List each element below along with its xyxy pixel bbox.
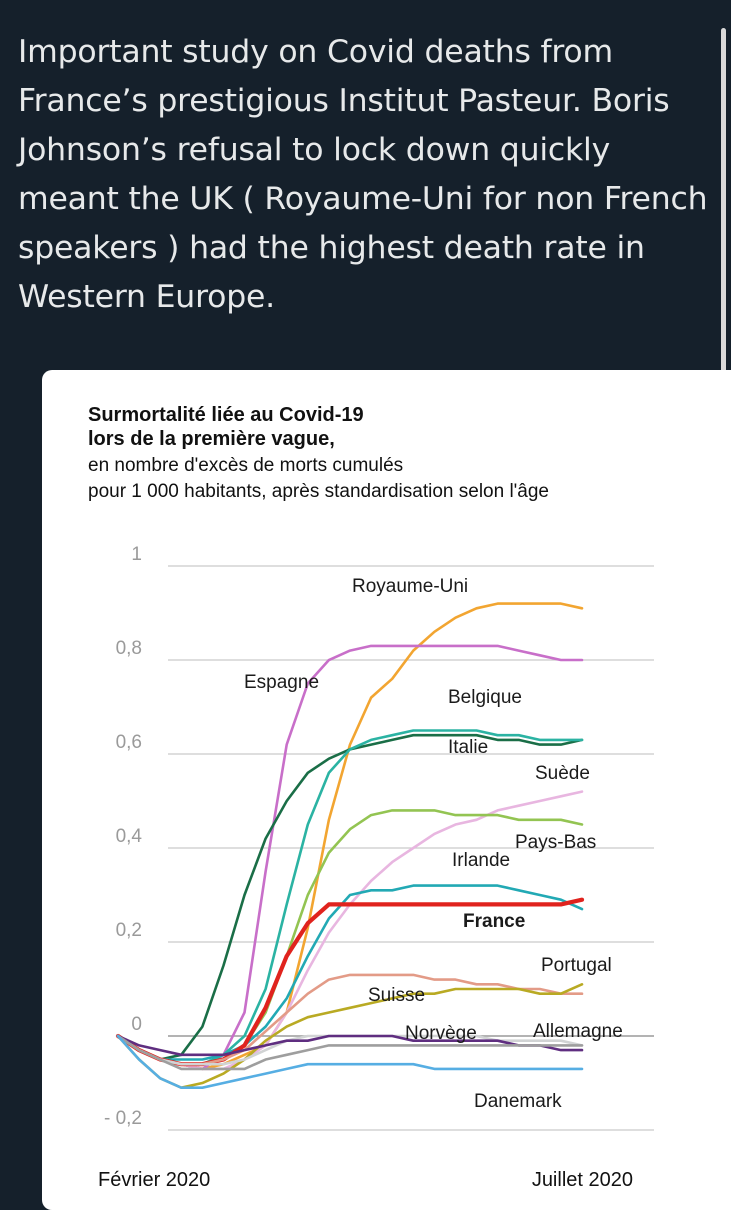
series-line-irlande xyxy=(116,884,584,1061)
chart-subtitle-line1: en nombre d'excès de morts cumulés xyxy=(88,455,403,476)
series-label: Italie xyxy=(448,737,488,758)
chart-labels: Royaume-Uni Espagne Belgique Italie Suède Pay… xyxy=(244,576,623,1112)
series-label: Suède xyxy=(535,763,590,784)
y-tick-label: 1 xyxy=(131,544,142,565)
y-tick-label: 0 xyxy=(131,1014,142,1035)
series-line-espagne xyxy=(116,644,584,1071)
x-start-label: Février 2020 xyxy=(98,1169,210,1191)
tweet-text: Important study on Covid deaths from Fra… xyxy=(18,34,708,315)
series-line-grey xyxy=(116,1034,584,1071)
chart-title-line2: lors de la première vague, xyxy=(88,428,335,450)
series-line-danemark xyxy=(116,1034,584,1089)
chart-series xyxy=(115,602,585,1089)
series-line-allemagne xyxy=(116,1034,584,1057)
series-line-portugal xyxy=(116,983,584,1089)
series-label: Suisse xyxy=(368,985,425,1006)
series-label: Pays-Bas xyxy=(515,832,596,853)
chart-subtitle-line2: pour 1 000 habitants, après standardisat… xyxy=(88,481,549,502)
series-label: Espagne xyxy=(244,672,319,693)
y-tick-label: - 0,2 xyxy=(104,1108,142,1129)
scrollbar[interactable] xyxy=(721,28,726,380)
series-line-italie xyxy=(116,733,584,1061)
series-label: Portugal xyxy=(541,955,612,976)
series-label: Norvège xyxy=(405,1023,477,1044)
series-label: Danemark xyxy=(474,1091,562,1112)
y-tick-label: 0,2 xyxy=(116,920,142,941)
series-line-belgique xyxy=(116,729,584,1066)
x-end-label: Juillet 2020 xyxy=(532,1169,633,1191)
series-label: Belgique xyxy=(448,687,522,708)
chart-card[interactable]: Surmortalité liée au Covid-19 lors de la… xyxy=(42,370,731,1210)
series-label: Irlande xyxy=(452,850,510,871)
series-label: Royaume-Uni xyxy=(352,576,468,597)
y-tick-label: 0,6 xyxy=(116,732,142,753)
chart-title-line1: Surmortalité liée au Covid-19 xyxy=(88,404,364,426)
y-tick-label: 0,4 xyxy=(116,826,143,847)
series-line-royaume-uni xyxy=(116,602,584,1071)
series-label: Allemagne xyxy=(533,1021,623,1042)
chart: Surmortalité liée au Covid-19 lors de la… xyxy=(88,404,654,1191)
y-tick-label: 0,8 xyxy=(116,638,142,659)
series-label: France xyxy=(463,911,525,932)
